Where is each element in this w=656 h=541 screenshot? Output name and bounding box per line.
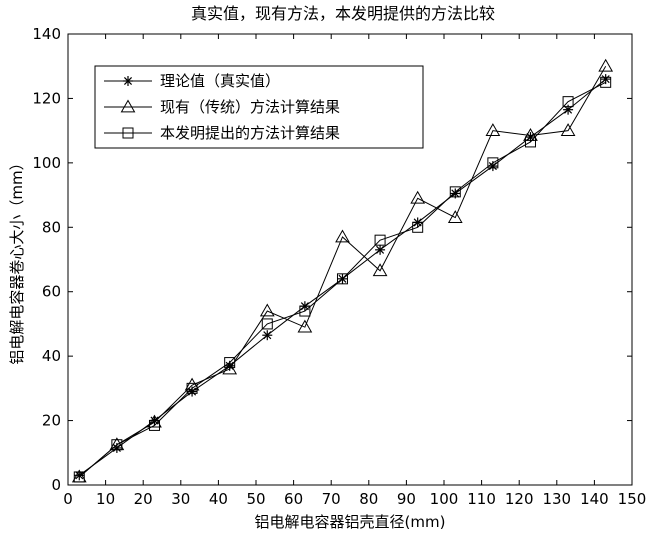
x-tick-label: 30 [171, 490, 190, 508]
legend-label: 本发明提出的方法计算结果 [160, 124, 340, 142]
legend-marker-asterisk [123, 76, 133, 86]
x-tick-label: 80 [359, 490, 378, 508]
x-tick-label: 40 [209, 490, 228, 508]
x-tick-label: 130 [542, 490, 571, 508]
x-tick-label: 60 [284, 490, 303, 508]
y-tick-label: 100 [32, 154, 61, 172]
y-tick-label: 60 [42, 283, 61, 301]
data-point-asterisk [262, 330, 272, 340]
y-tick-label: 80 [42, 218, 61, 236]
x-tick-label: 110 [467, 490, 496, 508]
x-tick-label: 70 [322, 490, 341, 508]
y-tick-label: 0 [51, 476, 61, 494]
legend-label: 现有（传统）方法计算结果 [160, 98, 340, 116]
x-axis-title: 铝电解电容器铝壳直径(mm) [255, 513, 446, 531]
x-tick-label: 20 [134, 490, 153, 508]
legend: 理论值（真实值） 现有（传统）方法计算结果本发明提出的方法计算结果 [95, 66, 423, 148]
x-tick-label: 150 [618, 490, 647, 508]
y-tick-label: 20 [42, 412, 61, 430]
chart-title: 真实值，现有方法，本发明提供的方法比较 [191, 4, 495, 23]
x-tick-label: 10 [96, 490, 115, 508]
x-tick-label: 140 [580, 490, 609, 508]
x-tick-label: 90 [397, 490, 416, 508]
y-tick-label: 120 [32, 89, 61, 107]
x-tick-label: 100 [430, 490, 459, 508]
legend-label: 理论值（真实值） [160, 72, 280, 90]
data-point-asterisk [375, 245, 385, 255]
y-axis-title: 铝电解电容器卷心大小（mm） [8, 155, 26, 364]
x-tick-label: 120 [505, 490, 534, 508]
y-tick-label: 40 [42, 347, 61, 365]
x-tick-label: 50 [246, 490, 265, 508]
x-tick-label: 0 [63, 490, 73, 508]
y-tick-label: 140 [32, 25, 61, 43]
